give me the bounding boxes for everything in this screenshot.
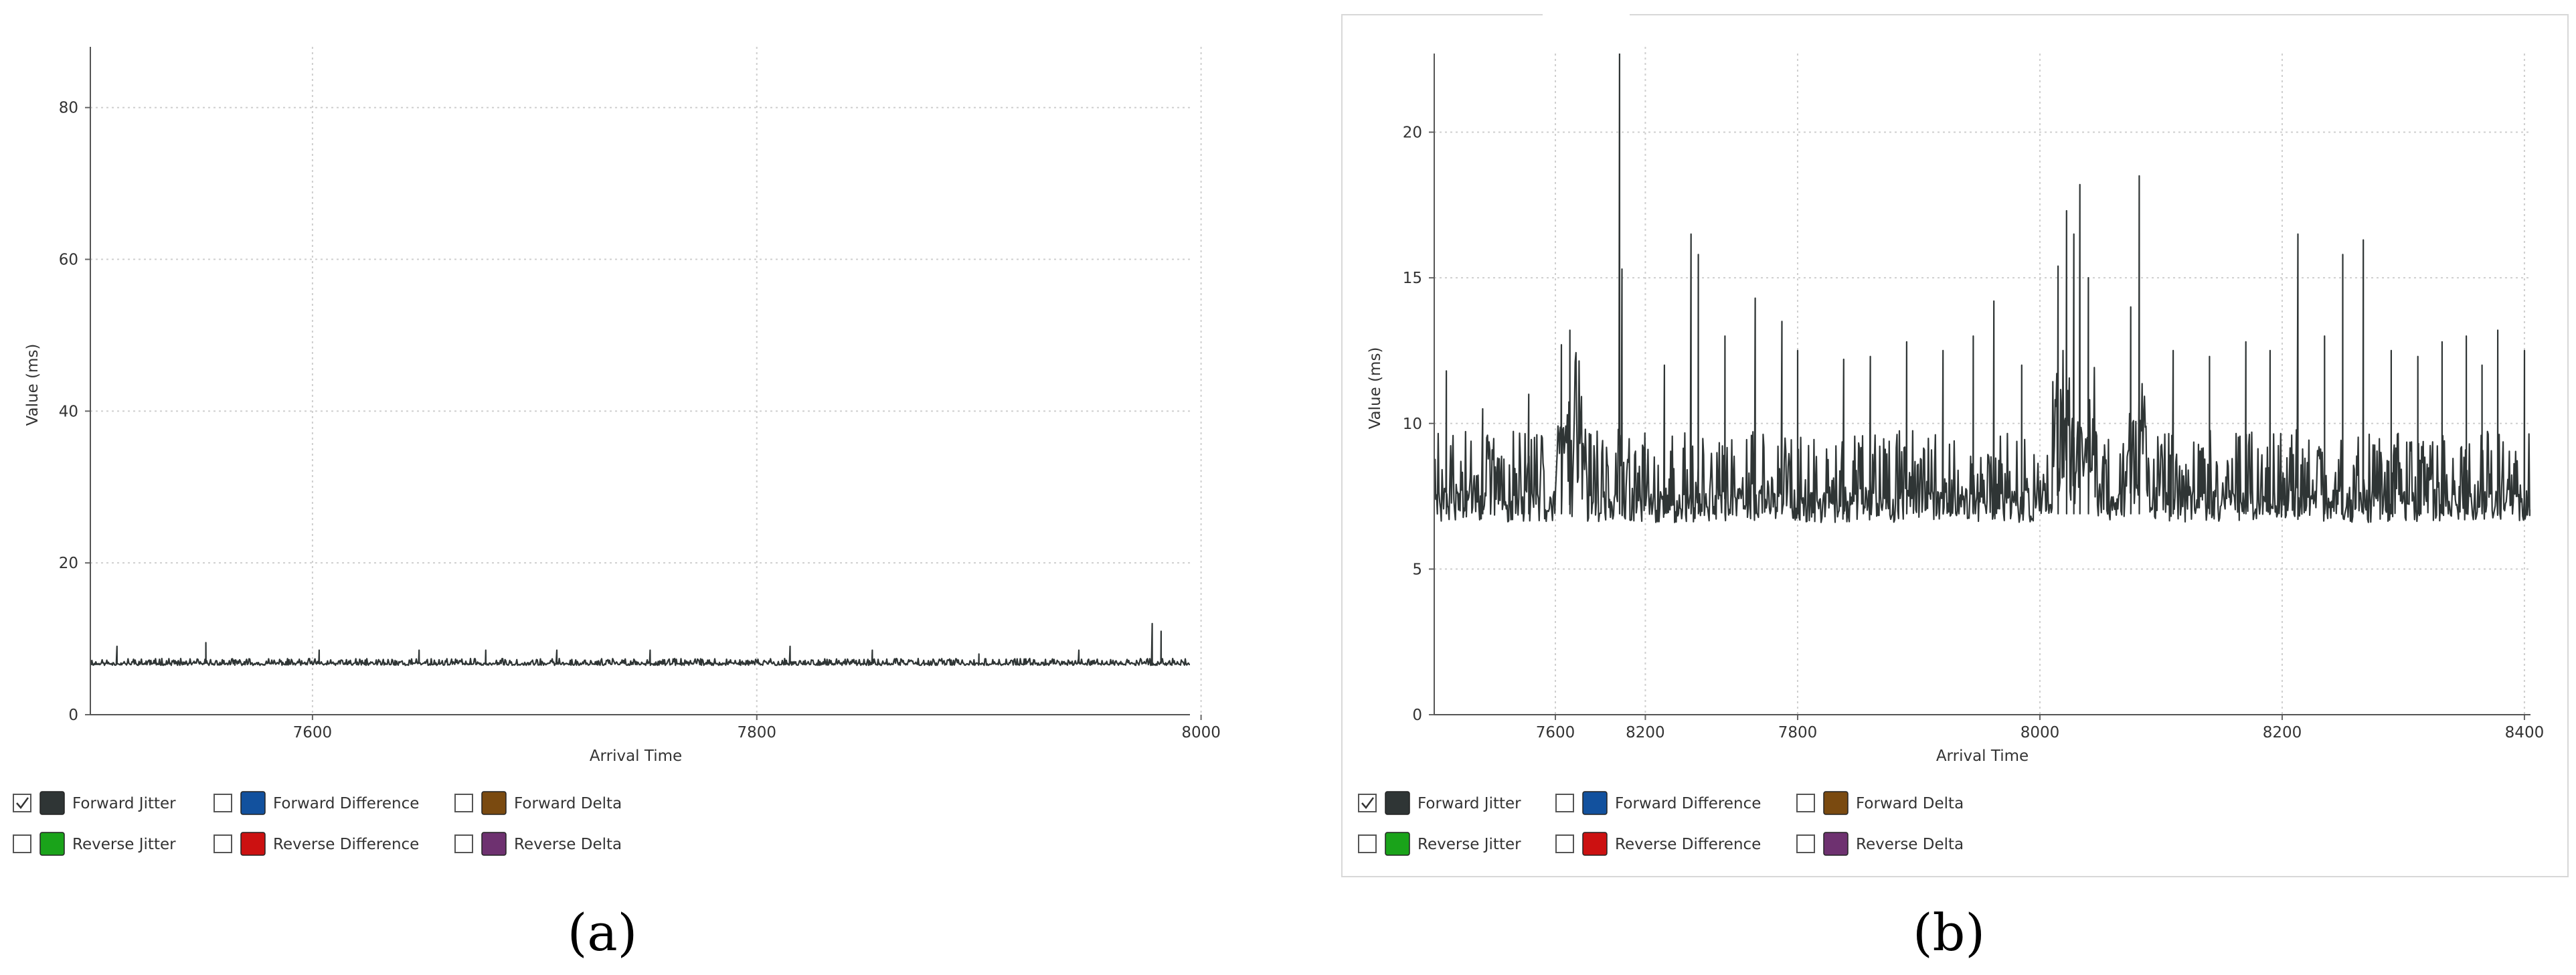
legend-checkbox[interactable] (1555, 834, 1574, 853)
legend-label: Forward Jitter (1418, 795, 1521, 812)
legend-checkbox[interactable] (213, 794, 232, 812)
legend-label: Reverse Delta (1856, 836, 1964, 853)
legend-swatch (1823, 791, 1849, 815)
legend-checkbox[interactable] (213, 834, 232, 853)
legend-label: Forward Difference (1615, 795, 1761, 812)
legend-checkbox[interactable] (1555, 794, 1574, 812)
x-tick-label: 7800 (737, 724, 776, 741)
series-group (90, 622, 1190, 667)
x-tick-label: 8200 (2263, 724, 2302, 741)
legend-label: Reverse Difference (273, 836, 419, 853)
panel-label-a: (a) (568, 903, 638, 962)
gridlines (1434, 54, 2530, 715)
y-axis-label: Value (ms) (1367, 347, 1384, 430)
legend: Forward Jitter Forward Difference Forward … (13, 791, 622, 856)
legend-item-reverse-delta[interactable]: Reverse Delta (1796, 832, 1964, 856)
legend-swatch (1582, 832, 1608, 856)
legend-label: Forward Delta (1856, 795, 1964, 812)
y-tick-label: 5 (1412, 561, 1422, 578)
legend: Forward Jitter Forward Difference Forward … (1358, 791, 1964, 856)
y-tick-label: 20 (59, 555, 78, 572)
legend-checkbox[interactable] (1796, 834, 1815, 853)
legend-swatch (1823, 832, 1849, 856)
legend-item-forward-delta[interactable]: Forward Delta (1796, 791, 1964, 815)
legend-swatch (481, 832, 507, 856)
x-tick-label: 7600 (1536, 724, 1575, 741)
legend-label: Reverse Jitter (1418, 836, 1521, 853)
series-line-forward-jitter (90, 622, 1190, 667)
legend-label: Reverse Delta (514, 836, 622, 853)
series-line-forward-jitter (1434, 54, 2530, 523)
x-axis-label: Arrival Time (1936, 747, 2029, 765)
y-tick-label: 40 (59, 403, 78, 420)
legend-item-forward-difference[interactable]: Forward Difference (1555, 791, 1761, 815)
legend-checkbox[interactable] (1796, 794, 1815, 812)
legend-item-forward-jitter[interactable]: Forward Jitter (1358, 791, 1521, 815)
gridlines (90, 47, 1646, 715)
x-axis-label: Arrival Time (590, 747, 682, 765)
x-tick-label: 8000 (2021, 724, 2060, 741)
legend-swatch (240, 832, 266, 856)
legend-swatch (1582, 791, 1608, 815)
checkmark-icon (1361, 797, 1375, 810)
x-tick-label: 8000 (1181, 724, 1221, 741)
y-tick-label: 20 (1403, 124, 1422, 142)
x-tick-label: 8200 (1626, 724, 1665, 741)
legend-item-forward-difference[interactable]: Forward Difference (213, 791, 419, 815)
legend-checkbox[interactable] (1358, 794, 1377, 812)
legend-item-reverse-jitter[interactable]: Reverse Jitter (1358, 832, 1521, 856)
legend-item-reverse-delta[interactable]: Reverse Delta (454, 832, 622, 856)
chart-panel-b: 7600 7800 8000 8200 8400 0 5 10 15 20 Arrival Tim… (1358, 54, 2545, 962)
tick-labels: 7600 7800 8000 8200 8400 0 5 10 15 20 (1403, 124, 2545, 741)
legend-item-reverse-difference[interactable]: Reverse Difference (1555, 832, 1761, 856)
legend-swatch (1385, 791, 1410, 815)
legend-item-reverse-jitter[interactable]: Reverse Jitter (13, 832, 176, 856)
panel-label-b: (b) (1913, 903, 1985, 962)
checkmark-icon (16, 797, 29, 810)
legend-item-forward-jitter[interactable]: Forward Jitter (13, 791, 176, 815)
legend-checkbox[interactable] (1358, 834, 1377, 853)
axes (1429, 54, 2530, 720)
legend-swatch (240, 791, 266, 815)
legend-label: Forward Delta (514, 795, 622, 812)
panel-b-window-gap (1543, 9, 1630, 20)
legend-item-forward-delta[interactable]: Forward Delta (454, 791, 622, 815)
x-tick-label: 8400 (2505, 724, 2545, 741)
legend-swatch (39, 832, 65, 856)
legend-checkbox[interactable] (13, 834, 31, 853)
legend-label: Forward Jitter (72, 795, 176, 812)
y-tick-label: 0 (1412, 707, 1422, 724)
legend-checkbox[interactable] (454, 794, 473, 812)
tick-labels: 7600 7800 8000 8200 0 20 40 60 80 (59, 100, 1665, 741)
series-group (1434, 54, 2530, 523)
chart-panel-a: 7600 7800 8000 8200 0 20 40 60 80 Arrival Time V… (13, 47, 1665, 962)
y-tick-label: 15 (1403, 270, 1422, 287)
y-tick-label: 0 (68, 707, 78, 724)
legend-label: Reverse Jitter (72, 836, 176, 853)
legend-swatch (39, 791, 65, 815)
legend-label: Forward Difference (273, 795, 419, 812)
y-tick-label: 10 (1403, 416, 1422, 433)
legend-label: Reverse Difference (1615, 836, 1761, 853)
legend-item-reverse-difference[interactable]: Reverse Difference (213, 832, 419, 856)
legend-checkbox[interactable] (13, 794, 31, 812)
legend-checkbox[interactable] (454, 834, 473, 853)
y-tick-label: 60 (59, 252, 78, 269)
y-axis-label: Value (ms) (24, 344, 41, 426)
x-tick-label: 7800 (1778, 724, 1818, 741)
y-tick-label: 80 (59, 100, 78, 117)
axes (85, 47, 1646, 720)
x-tick-label: 7600 (293, 724, 333, 741)
legend-swatch (481, 791, 507, 815)
legend-swatch (1385, 832, 1410, 856)
